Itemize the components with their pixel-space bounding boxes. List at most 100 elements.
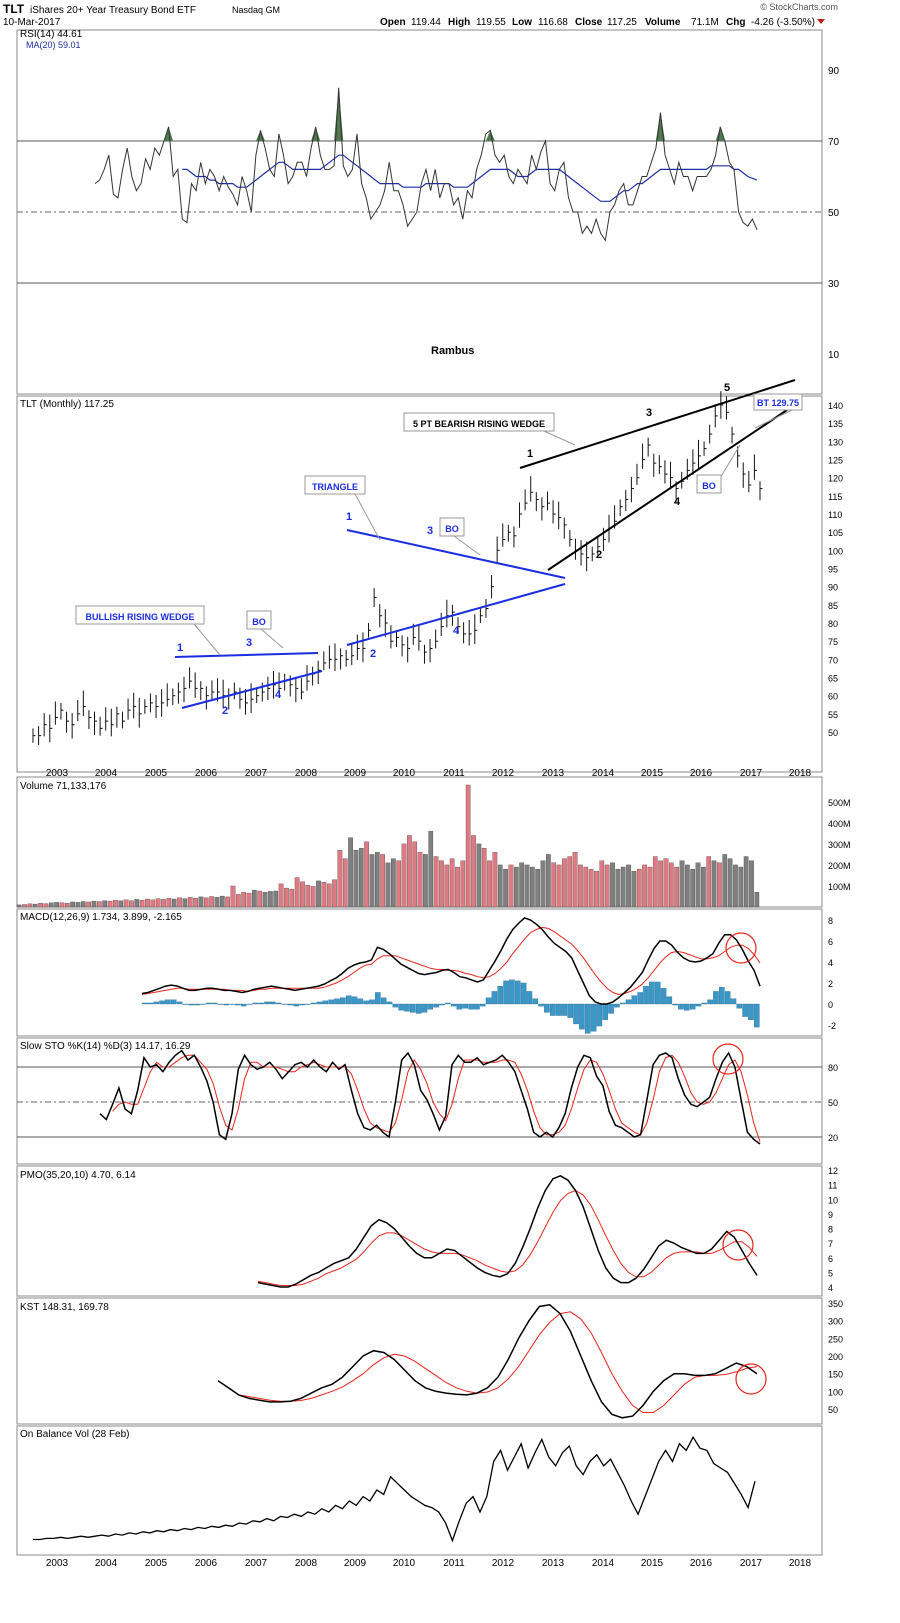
pmo-tick: 4 [828,1283,833,1293]
volume-bar [594,871,599,908]
macd-histogram-bar [474,1003,480,1010]
pattern-point-3: 3 [427,525,433,537]
price-year-label: 2006 [195,768,218,779]
bottom-year-label: 2013 [542,1558,565,1569]
macd-histogram-bar [462,1003,469,1009]
macd-histogram-bar [485,997,492,1005]
volume-tick: 300M [828,840,851,850]
open-value: 119.44 [411,17,441,28]
volume-bar [610,862,615,908]
volume-bar [97,901,102,908]
price-tick: 125 [828,456,843,466]
volume-bar [310,886,316,908]
volume-bar [268,891,273,908]
volume-bar [305,884,311,908]
volume-bar [717,862,722,908]
volume-bar [203,897,209,908]
bt-label-label: BT 129.75 [757,398,799,408]
price-title: TLT (Monthly) 117.25 [20,399,114,410]
macd-histogram-bar [538,1003,544,1007]
volume-bar [743,856,749,908]
macd-histogram-bar [649,981,655,1005]
pattern-point-5: 5 [724,382,730,394]
kst-tick: 50 [828,1405,838,1415]
bt-label-box [753,393,803,411]
macd-histogram-bar [480,1003,486,1007]
down-arrow-icon [817,19,825,24]
price-tick: 105 [828,528,843,538]
chg-value: -4.26 (-3.50%) [751,17,815,28]
volume-bar [289,889,295,908]
volume-bar [519,862,524,908]
header-name: iShares 20+ Year Treasury Bond ETF [30,5,196,16]
pattern-point-2: 2 [370,648,376,660]
macd-histogram-bar [643,986,649,1005]
volume-bar [182,898,188,908]
macd-histogram-bar [754,1003,760,1028]
rsi-overbought-fill [163,126,174,141]
pattern-point-3: 3 [646,407,652,419]
pattern-point-2: 2 [222,705,228,717]
volume-bar [107,900,113,908]
sto-highlight-circle [712,1043,744,1075]
volume-bar [535,868,540,908]
kst-signal-line [238,1311,758,1413]
bearish-rising-wedge-label: 5 PT BEARISH RISING WEDGE [413,419,545,429]
volume-bar [332,879,337,908]
pattern-point-4: 4 [275,689,282,701]
volume-bar [674,866,679,908]
price-year-label: 2011 [443,768,465,779]
pmo-tick: 8 [828,1225,833,1235]
macd-histogram-bar [363,1000,369,1005]
volume-bar [572,852,578,908]
price-tick: 95 [828,565,838,575]
volume-bar [102,900,108,908]
volume-bar [214,897,220,908]
volume-bar [444,864,450,908]
bo-1-label: BO [252,617,266,627]
header-credit: © StockCharts.com [760,2,838,12]
sto-tick: 20 [828,1133,838,1143]
macd-histogram-bar [398,1003,404,1011]
volume-bar [588,868,594,908]
macd-histogram-bar [433,1003,439,1008]
volume-bar [679,860,685,908]
wedge1-bottom-line [181,670,323,709]
volume-bar [43,903,49,908]
volume-bar [316,880,321,908]
macd-histogram-bar [713,991,719,1005]
macd-histogram-bar [252,1002,259,1005]
macd-histogram-bar [654,981,661,1005]
panel-frame-pmo [16,1165,823,1297]
kst-tick: 250 [828,1334,843,1344]
panel-frame-sto [16,1037,823,1165]
pattern-point-1: 1 [527,448,533,460]
volume-bar [123,899,129,908]
pmo-tick: 7 [828,1239,833,1249]
pmo-highlight-circle [722,1229,754,1261]
wedge1-top-line [174,652,319,658]
volume-bar [685,864,690,908]
open-label: Open [380,17,406,28]
volume-bar [230,885,236,908]
volume-bar [86,901,91,908]
macd-histogram-bar [217,1003,224,1005]
macd-histogram-bar [666,996,673,1005]
rsi-ma-legend: MA(20) 59.01 [26,40,81,50]
pattern-point-4: 4 [453,625,460,637]
volume-bar [358,847,364,908]
bt-label-pointer [754,409,793,429]
price-tick: 60 [828,692,838,702]
macd-histogram-bar [153,1001,160,1005]
panel-frame-obv [16,1425,823,1556]
macd-histogram-bar [171,999,177,1005]
volume-label: Volume [645,17,681,28]
macd-histogram-bar [246,1003,253,1005]
volume-bar [407,835,412,908]
volume-bar [428,831,434,908]
volume-bar [38,903,43,908]
volume-bar [16,904,22,908]
rsi-overbought-fill [715,126,725,141]
volume-bar [91,900,97,908]
macd-histogram-bar [637,992,643,1005]
